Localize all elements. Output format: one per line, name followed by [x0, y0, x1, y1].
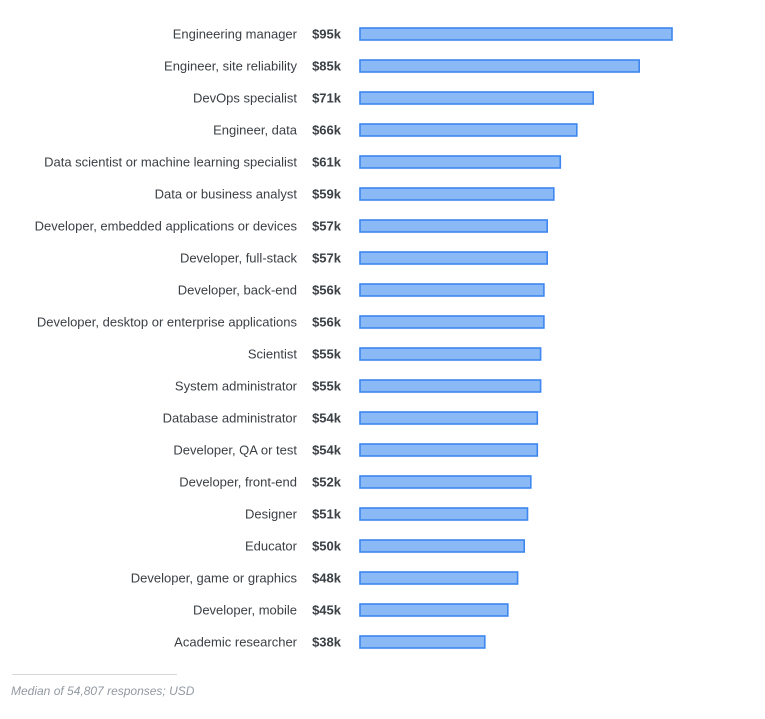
category-label: DevOps specialist: [193, 91, 297, 106]
bar: [359, 59, 641, 73]
category-label: Educator: [245, 539, 298, 554]
value-label: $71k: [312, 91, 342, 106]
bar: [359, 283, 545, 297]
category-label: Developer, QA or test: [173, 443, 297, 458]
chart-row: Engineer, data $66k: [213, 123, 578, 138]
bar: [359, 443, 539, 457]
bar: [359, 379, 542, 393]
bar: [359, 91, 594, 105]
value-label: $45k: [312, 603, 342, 618]
category-label: Developer, back-end: [178, 283, 297, 298]
bar: [359, 475, 532, 489]
chart-row: Data scientist or machine learning speci…: [44, 155, 562, 170]
bar: [359, 539, 525, 553]
bar: [359, 635, 486, 649]
value-label: $52k: [312, 475, 342, 490]
chart-row: Developer, front-end $52k: [179, 475, 532, 490]
bar: [359, 603, 509, 617]
bar: [359, 123, 578, 137]
category-label: System administrator: [175, 379, 298, 394]
chart-row: Data or business analyst $59k: [155, 187, 555, 202]
chart-row: Developer, mobile $45k: [193, 603, 509, 618]
chart-row: Database administrator $54k: [163, 411, 539, 426]
value-label: $57k: [312, 219, 342, 234]
category-label: Developer, mobile: [193, 603, 297, 618]
value-label: $85k: [312, 59, 342, 74]
value-label: $54k: [312, 443, 342, 458]
bar: [359, 347, 542, 361]
chart-row: DevOps specialist $71k: [193, 91, 594, 106]
value-label: $38k: [312, 635, 342, 650]
chart-row: Developer, back-end $56k: [178, 283, 545, 298]
value-label: $50k: [312, 539, 342, 554]
bar: [359, 411, 539, 425]
chart-row: Developer, full-stack $57k: [180, 251, 548, 266]
bar: [359, 155, 562, 169]
category-label: Scientist: [248, 347, 298, 362]
bar: [359, 315, 545, 329]
value-label: $55k: [312, 347, 342, 362]
value-label: $59k: [312, 187, 342, 202]
category-label: Developer, front-end: [179, 475, 297, 490]
value-label: $57k: [312, 251, 342, 266]
category-label: Developer, embedded applications or devi…: [35, 219, 298, 234]
chart-row: Scientist $55k: [248, 347, 542, 362]
category-label: Engineer, site reliability: [164, 59, 297, 74]
chart-row: Developer, desktop or enterprise applica…: [37, 315, 545, 330]
chart-footnote: Median of 54,807 responses; USD: [11, 684, 195, 698]
value-label: $51k: [312, 507, 342, 522]
chart-row: Academic researcher $38k: [174, 635, 486, 650]
category-label: Designer: [245, 507, 298, 522]
chart-row: Educator $50k: [245, 539, 525, 554]
value-label: $56k: [312, 283, 342, 298]
chart-rows: Engineering manager $95k Engineer, site re…: [35, 27, 673, 650]
category-label: Developer, game or graphics: [131, 571, 298, 586]
category-label: Data or business analyst: [155, 187, 298, 202]
chart-row: Designer $51k: [245, 507, 529, 522]
chart-row: Developer, game or graphics $48k: [131, 571, 519, 586]
chart-row: Engineer, site reliability $85k: [164, 59, 641, 74]
category-label: Database administrator: [163, 411, 298, 426]
category-label: Data scientist or machine learning speci…: [44, 155, 297, 170]
bar: [359, 507, 529, 521]
category-label: Engineering manager: [173, 27, 298, 42]
chart-row: Developer, QA or test $54k: [173, 443, 539, 458]
value-label: $48k: [312, 571, 342, 586]
bar: [359, 571, 519, 585]
category-label: Developer, desktop or enterprise applica…: [37, 315, 298, 330]
value-label: $61k: [312, 155, 342, 170]
value-label: $55k: [312, 379, 342, 394]
value-label: $56k: [312, 315, 342, 330]
category-label: Developer, full-stack: [180, 251, 298, 266]
value-label: $95k: [312, 27, 342, 42]
footnote-divider: [12, 674, 177, 675]
chart-row: Engineering manager $95k: [173, 27, 673, 42]
bar: [359, 251, 548, 265]
bar: [359, 27, 673, 41]
chart-row: Developer, embedded applications or devi…: [35, 219, 548, 234]
category-label: Engineer, data: [213, 123, 298, 138]
bar: [359, 219, 548, 233]
value-label: $54k: [312, 411, 342, 426]
chart-row: System administrator $55k: [175, 379, 542, 394]
value-label: $66k: [312, 123, 342, 138]
category-label: Academic researcher: [174, 635, 297, 650]
bar: [359, 187, 555, 201]
